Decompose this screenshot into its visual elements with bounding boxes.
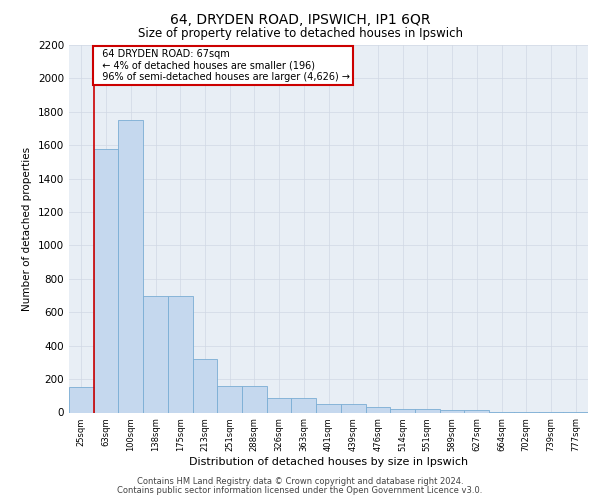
Bar — [365, 408, 390, 412]
Bar — [143, 296, 168, 412]
Bar — [267, 398, 292, 412]
Bar — [217, 386, 242, 412]
Bar — [118, 120, 143, 412]
Text: 64, DRYDEN ROAD, IPSWICH, IP1 6QR: 64, DRYDEN ROAD, IPSWICH, IP1 6QR — [170, 12, 430, 26]
Bar — [168, 296, 193, 412]
X-axis label: Distribution of detached houses by size in Ipswich: Distribution of detached houses by size … — [189, 457, 468, 467]
Bar — [415, 409, 440, 412]
Bar — [193, 359, 217, 412]
Text: Contains public sector information licensed under the Open Government Licence v3: Contains public sector information licen… — [118, 486, 482, 495]
Bar — [292, 398, 316, 412]
Bar — [440, 410, 464, 412]
Text: Size of property relative to detached houses in Ipswich: Size of property relative to detached ho… — [137, 28, 463, 40]
Bar — [390, 409, 415, 412]
Y-axis label: Number of detached properties: Number of detached properties — [22, 146, 32, 311]
Text: Contains HM Land Registry data © Crown copyright and database right 2024.: Contains HM Land Registry data © Crown c… — [137, 477, 463, 486]
Bar — [341, 404, 365, 412]
Bar — [94, 148, 118, 412]
Text: 64 DRYDEN ROAD: 67sqm
  ← 4% of detached houses are smaller (196)
  96% of semi-: 64 DRYDEN ROAD: 67sqm ← 4% of detached h… — [95, 49, 350, 82]
Bar — [69, 388, 94, 412]
Bar — [242, 386, 267, 412]
Bar — [464, 410, 489, 412]
Bar — [316, 404, 341, 412]
